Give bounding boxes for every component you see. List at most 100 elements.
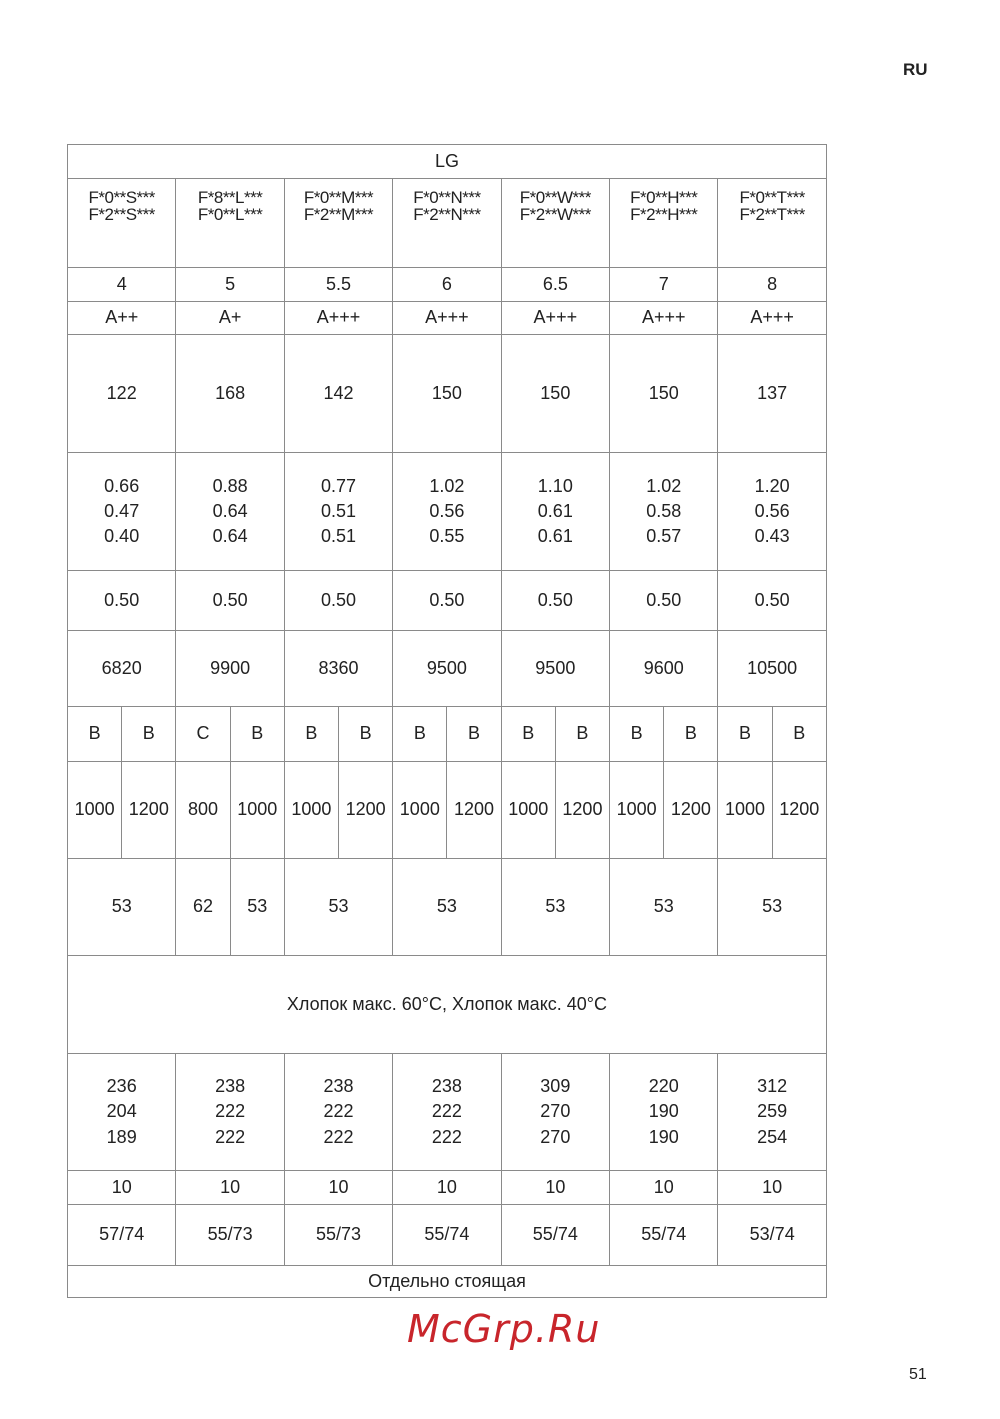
table-row: Хлопок макс. 60°C, Хлопок макс. 40°C (67, 955, 827, 1054)
table-cell: B (663, 706, 719, 762)
table-cell: 10 (717, 1170, 827, 1205)
table-cell: 55/73 (175, 1204, 285, 1266)
table-cell: 1000 (66, 761, 123, 859)
table-cell: 53 (66, 858, 177, 956)
table-row: 1000 1200 800 1000 1000 1200 1000 1200 1000 1200 1… (66, 761, 827, 859)
table-cell: B (283, 706, 340, 762)
table-row: 53 62 53 53 53 53 53 53 (66, 858, 827, 956)
page-number: 51 (909, 1366, 927, 1383)
table-cell: B (554, 706, 611, 762)
table-cell: 53 (717, 858, 827, 956)
table-cell: A+++ (609, 301, 719, 335)
table-cell: 0.50 (392, 570, 502, 631)
table-row: 4 5 5.5 6 6.5 7 8 (66, 267, 827, 302)
table-row: Отдельно стоящая (67, 1265, 827, 1298)
table-cell: 5.5 (283, 267, 394, 302)
table-cell: 9500 (500, 630, 611, 707)
table-row: 0.50 0.50 0.50 0.50 0.50 0.50 0.50 (66, 570, 827, 631)
table-cell: B (392, 706, 448, 762)
watermark: McGrp.Ru (407, 1307, 601, 1351)
table-cell: 1200 (663, 761, 719, 859)
table-cell: 142 (283, 334, 394, 453)
table-cell: 57/74 (66, 1204, 177, 1266)
table-cell: 0.50 (609, 570, 719, 631)
table-cell: A+++ (392, 301, 502, 335)
table-cell: B (338, 706, 394, 762)
table-cell: 6820 (66, 630, 177, 707)
table-cell: 238 222 222 (283, 1053, 394, 1171)
table-cell: 122 (66, 334, 177, 453)
table-cell: F*0**W*** F*2**W*** (500, 178, 611, 268)
table-cell: A++ (66, 301, 177, 335)
table-cell: 309 270 270 (500, 1053, 611, 1171)
table-cell: 55/73 (283, 1204, 394, 1266)
table-cell: 137 (717, 334, 827, 453)
table-cell: A+ (175, 301, 285, 335)
table-cell: B (609, 706, 665, 762)
table-cell: 53/74 (717, 1204, 827, 1266)
table-cell: B (500, 706, 556, 762)
table-cell: 1200 (338, 761, 394, 859)
table-row: A++ A+ A+++ A+++ A+++ A+++ A+++ (66, 301, 827, 335)
table-cell: 53 (283, 858, 394, 956)
table-cell: LG (67, 144, 827, 179)
table-cell: 220 190 190 (609, 1053, 719, 1171)
table-cell: 62 (175, 858, 231, 956)
table-cell: 0.50 (717, 570, 827, 631)
table-cell: A+++ (500, 301, 611, 335)
table-cell: 10 (66, 1170, 177, 1205)
table-row: 236 204 189 238 222 222 238 222 222 238 222… (66, 1053, 827, 1171)
table-cell: 55/74 (500, 1204, 611, 1266)
table-cell: 6 (392, 267, 502, 302)
table-cell: 238 222 222 (175, 1053, 285, 1171)
table-cell: 8360 (283, 630, 394, 707)
table-cell: 1000 (229, 761, 285, 859)
table-cell: 1200 (554, 761, 611, 859)
table-cell: F*8**L*** F*0**L*** (175, 178, 285, 268)
table-cell: 7 (609, 267, 719, 302)
table-row: 10 10 10 10 10 10 10 (66, 1170, 827, 1205)
table-cell: 0.50 (500, 570, 611, 631)
table-cell: 0.50 (283, 570, 394, 631)
table-cell: 0.50 (175, 570, 285, 631)
table-cell: 1000 (717, 761, 773, 859)
table-cell: 9600 (609, 630, 719, 707)
table-cell: 9900 (175, 630, 285, 707)
table-cell: 53 (392, 858, 502, 956)
table-cell: B (66, 706, 123, 762)
table-cell: 1000 (392, 761, 448, 859)
table-cell: 1200 (121, 761, 177, 859)
table-row: F*0**S*** F*2**S*** F*8**L*** F*0**L*** F*… (66, 178, 827, 268)
table-cell: 8 (717, 267, 827, 302)
table-row: LG (67, 144, 827, 179)
table-cell: 1.20 0.56 0.43 (717, 452, 827, 571)
table-cell: 168 (175, 334, 285, 453)
table-cell: 53 (229, 858, 285, 956)
table-cell: 10 (283, 1170, 394, 1205)
table-cell: 0.50 (66, 570, 177, 631)
table-cell: 10 (392, 1170, 502, 1205)
table-cell: 150 (392, 334, 502, 453)
table-cell: 0.66 0.47 0.40 (66, 452, 177, 571)
table-cell: C (175, 706, 231, 762)
table-cell: 6.5 (500, 267, 611, 302)
table-cell: 1000 (609, 761, 665, 859)
table-cell: B (121, 706, 177, 762)
language-label: RU (903, 60, 928, 79)
spec-table: LG F*0**S*** F*2**S*** F*8**L*** F*0**L***… (66, 144, 827, 1298)
table-cell: 10500 (717, 630, 827, 707)
table-cell: 1000 (283, 761, 340, 859)
table-cell: 53 (500, 858, 611, 956)
table-row: 122 168 142 150 150 150 137 (66, 334, 827, 453)
table-cell: B (229, 706, 285, 762)
table-cell: Отдельно стоящая (67, 1265, 827, 1298)
table-cell: 150 (609, 334, 719, 453)
table-cell: F*0**T*** F*2**T*** (717, 178, 827, 268)
table-cell: 10 (175, 1170, 285, 1205)
table-cell: F*0**H*** F*2**H*** (609, 178, 719, 268)
table-cell: B (717, 706, 773, 762)
table-cell: 312 259 254 (717, 1053, 827, 1171)
table-row: 57/74 55/73 55/73 55/74 55/74 55/74 53/74 (66, 1204, 827, 1266)
table-cell: 1.10 0.61 0.61 (500, 452, 611, 571)
table-cell: Хлопок макс. 60°C, Хлопок макс. 40°C (67, 955, 827, 1054)
